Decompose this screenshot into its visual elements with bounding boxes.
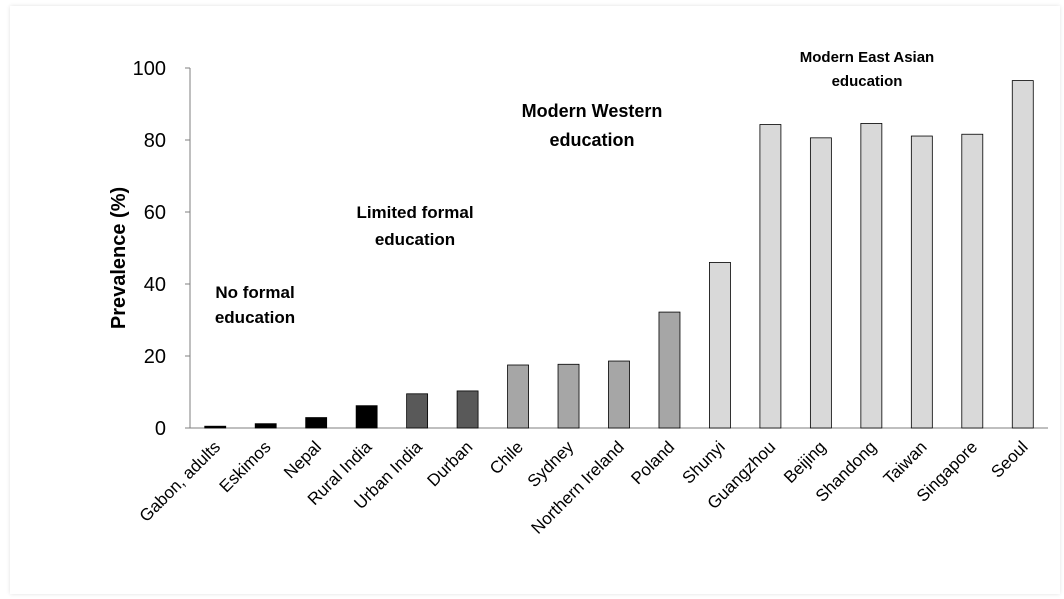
bar-beijing [809,137,832,429]
y-tick-label: 100 [133,58,166,80]
bar-guangzhou [759,124,782,429]
bar-gabon-adults [204,425,227,429]
group-annotation-3: Modern East Asian [800,49,934,66]
bar-nepal [305,417,328,429]
group-annotation-1: education [375,230,455,249]
x-category-label: Durban [424,437,477,490]
x-category-label: Chile [486,437,527,478]
bar-chile [507,364,529,429]
group-annotation-1: Limited formal [356,203,473,222]
y-tick-label: 60 [144,202,166,224]
bar-durban [456,390,479,429]
bar-northern-ireland [608,360,630,429]
y-axis-title: Prevalence (%) [108,187,130,329]
group-annotation-0: No formal [215,283,294,302]
group-annotation-2: education [549,130,634,150]
group-annotation-2: Modern Western [522,101,663,121]
group-annotation-0: education [215,308,295,327]
y-tick-label: 20 [144,346,166,368]
x-category-label: Eskimos [216,437,275,496]
bar-singapore [961,133,984,429]
x-category-label: Taiwan [880,437,931,488]
x-category-label: Poland [627,437,678,488]
bar-sydney [557,363,580,429]
bar-urban-india [406,393,429,429]
group-annotation-3: education [832,73,903,90]
bar-shunyi [709,261,731,429]
bar-rural-india [355,405,378,429]
x-category-label: Seoul [987,437,1031,481]
x-category-label: Shunyi [679,437,729,487]
x-category-label: Nepal [280,437,325,482]
bar-shandong [860,123,883,429]
bar-taiwan [910,135,933,429]
y-tick-label: 0 [155,418,166,440]
y-tick-label: 80 [144,130,166,152]
x-category-label: Northern Ireland [528,437,628,537]
chart-frame: 0 20 40 60 80 100 Gabon, adults Eskimos Nepal Ru… [10,6,1060,594]
x-category-label: Gabon, adults [136,437,224,525]
bar-seoul [1011,80,1034,429]
bars [204,80,1034,429]
bar-eskimos [254,423,277,429]
bar-poland [658,311,681,429]
x-category-label: Beijing [780,437,830,487]
y-tick-label: 40 [144,274,166,296]
y-ticks: 0 20 40 60 80 100 [133,58,190,440]
annotations: No formal education Limited formal educatio… [215,49,934,327]
